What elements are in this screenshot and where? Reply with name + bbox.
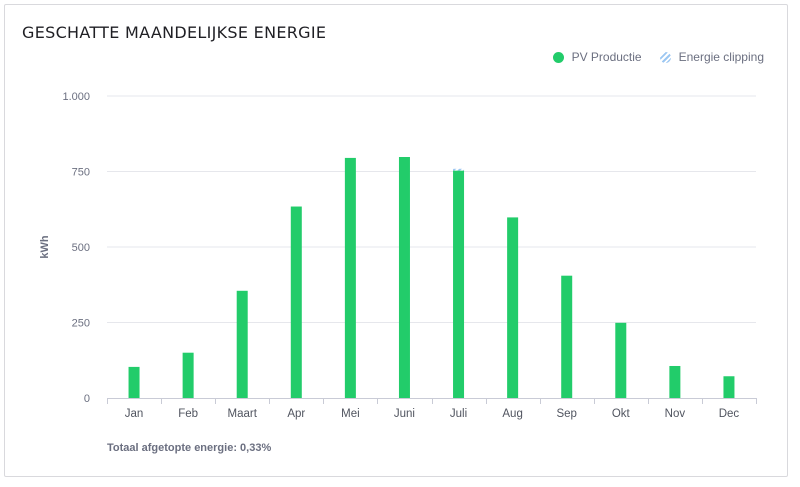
bar-pv-juni[interactable] bbox=[398, 157, 410, 398]
pv-dot-icon bbox=[552, 51, 564, 63]
x-tick-label: Jan bbox=[125, 408, 144, 420]
bar-pv-juli[interactable] bbox=[453, 170, 465, 398]
chart-legend: PV Productie Energie clipping bbox=[535, 50, 764, 64]
bar-clipping-juli[interactable] bbox=[453, 168, 465, 171]
x-tick-label: Nov bbox=[665, 408, 686, 420]
y-tick-label: 1.000 bbox=[62, 91, 90, 103]
bar-pv-mei[interactable] bbox=[344, 157, 356, 398]
x-tick-label: Juni bbox=[394, 408, 415, 420]
x-tick-label: Okt bbox=[612, 408, 631, 420]
legend-item-pv[interactable]: PV Productie bbox=[552, 50, 642, 64]
x-tick-label: Apr bbox=[287, 408, 305, 420]
bar-pv-dec[interactable] bbox=[723, 376, 735, 398]
x-tick-label: Dec bbox=[719, 408, 740, 420]
bar-pv-okt[interactable] bbox=[615, 322, 627, 398]
x-tick-label: Aug bbox=[502, 408, 522, 420]
x-tick-label: Maart bbox=[228, 408, 258, 420]
y-tick-label: 500 bbox=[72, 242, 90, 254]
grid-lines bbox=[107, 95, 756, 323]
y-tick-label: 0 bbox=[84, 393, 90, 405]
bar-pv-aug[interactable] bbox=[507, 217, 519, 398]
bars bbox=[128, 157, 735, 398]
bar-pv-maart[interactable] bbox=[236, 290, 248, 398]
chart-title: GESCHATTE MAANDELIJKSE ENERGIE bbox=[22, 23, 327, 42]
y-axis-label: kWh bbox=[39, 235, 51, 259]
bar-pv-feb[interactable] bbox=[182, 352, 194, 398]
x-tick-label: Feb bbox=[178, 408, 198, 420]
x-tick-label: Sep bbox=[556, 408, 576, 420]
bar-pv-jan[interactable] bbox=[128, 366, 140, 398]
bar-pv-nov[interactable] bbox=[669, 365, 681, 398]
y-tick-label: 250 bbox=[72, 318, 90, 330]
clipping-total-note: Totaal afgetopte energie: 0,33% bbox=[107, 442, 272, 454]
legend-item-clipping[interactable]: Energie clipping bbox=[659, 50, 764, 64]
x-tick-label: Mei bbox=[341, 408, 360, 420]
bar-pv-sep[interactable] bbox=[561, 275, 573, 398]
clipping-hatch-icon bbox=[659, 51, 671, 63]
x-axis: Jan Feb Maart Apr Mei Juni Juli Aug Sep Okt Nov Dec bbox=[107, 398, 757, 420]
y-axis-ticks: 0 250 500 750 1.000 bbox=[62, 91, 90, 405]
legend-label-pv: PV Productie bbox=[571, 50, 642, 64]
legend-label-clipping: Energie clipping bbox=[678, 50, 764, 64]
x-tick-label: Juli bbox=[450, 408, 467, 420]
y-tick-label: 750 bbox=[72, 167, 90, 179]
bar-pv-apr[interactable] bbox=[290, 206, 302, 398]
